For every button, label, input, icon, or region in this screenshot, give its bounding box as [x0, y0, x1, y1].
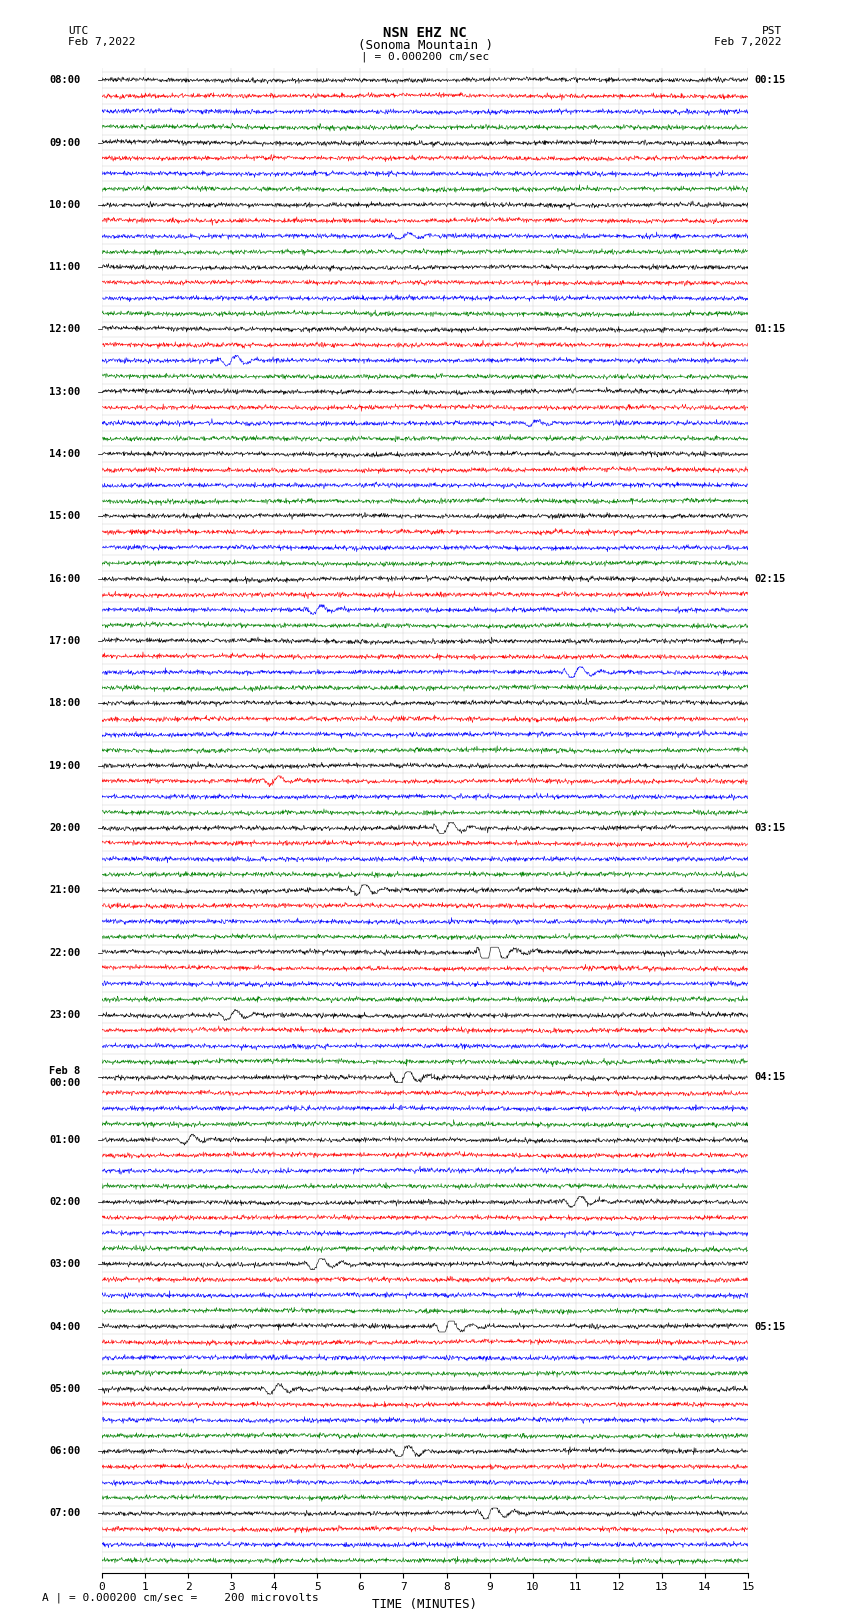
Text: 14:00: 14:00	[49, 448, 81, 460]
Text: 10:00: 10:00	[49, 200, 81, 210]
Text: 00:15: 00:15	[755, 76, 785, 85]
Text: 01:00: 01:00	[49, 1134, 81, 1145]
Text: | = 0.000200 cm/sec: | = 0.000200 cm/sec	[361, 52, 489, 63]
Text: 01:15: 01:15	[755, 324, 785, 334]
Text: 23:00: 23:00	[49, 1010, 81, 1019]
Text: (Sonoma Mountain ): (Sonoma Mountain )	[358, 39, 492, 52]
Text: 05:00: 05:00	[49, 1384, 81, 1394]
Text: PST: PST	[762, 26, 782, 35]
Text: 18:00: 18:00	[49, 698, 81, 708]
Text: 21:00: 21:00	[49, 886, 81, 895]
Text: 04:15: 04:15	[755, 1073, 785, 1082]
Text: NSN EHZ NC: NSN EHZ NC	[383, 26, 467, 40]
Text: UTC: UTC	[68, 26, 88, 35]
Text: 16:00: 16:00	[49, 574, 81, 584]
Text: 04:00: 04:00	[49, 1321, 81, 1331]
Text: 03:15: 03:15	[755, 823, 785, 832]
Text: 11:00: 11:00	[49, 263, 81, 273]
Text: 19:00: 19:00	[49, 761, 81, 771]
Text: 13:00: 13:00	[49, 387, 81, 397]
Text: A | = 0.000200 cm/sec =    200 microvolts: A | = 0.000200 cm/sec = 200 microvolts	[42, 1592, 320, 1603]
Text: 08:00: 08:00	[49, 76, 81, 85]
Text: 09:00: 09:00	[49, 137, 81, 147]
Text: Feb 7,2022: Feb 7,2022	[715, 37, 782, 47]
Text: Feb 7,2022: Feb 7,2022	[68, 37, 135, 47]
Text: 03:00: 03:00	[49, 1260, 81, 1269]
Text: 05:15: 05:15	[755, 1321, 785, 1331]
Text: 15:00: 15:00	[49, 511, 81, 521]
Text: 02:00: 02:00	[49, 1197, 81, 1207]
Text: 06:00: 06:00	[49, 1447, 81, 1457]
Text: 07:00: 07:00	[49, 1508, 81, 1518]
Text: 12:00: 12:00	[49, 324, 81, 334]
Text: 02:15: 02:15	[755, 574, 785, 584]
Text: 22:00: 22:00	[49, 947, 81, 958]
Text: Feb 8
00:00: Feb 8 00:00	[49, 1066, 81, 1089]
Text: 20:00: 20:00	[49, 823, 81, 832]
X-axis label: TIME (MINUTES): TIME (MINUTES)	[372, 1598, 478, 1611]
Text: 17:00: 17:00	[49, 636, 81, 647]
